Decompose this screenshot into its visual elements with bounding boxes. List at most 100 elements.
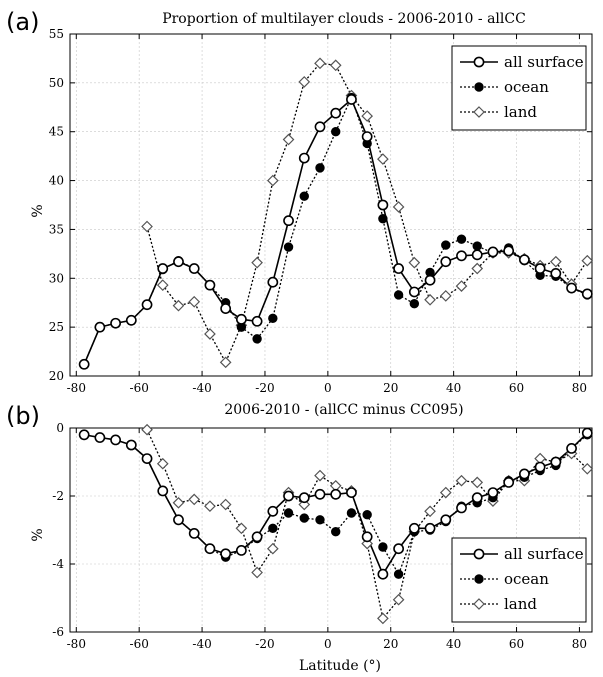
panel-b-series-ocean-point	[346, 508, 357, 518]
panel-b-series-ocean-point	[378, 542, 388, 552]
panel-b-series-all-surface-point	[173, 514, 184, 526]
panel-b-series-all-surface-point	[456, 502, 467, 514]
panel-a-series-land-point	[549, 255, 562, 268]
panel-b-series-ocean-point	[268, 523, 278, 533]
panel-a-series-land-line	[146, 62, 588, 364]
panel-a-x-tick-label: -60	[130, 381, 149, 395]
panel-b-y-tick-label: -4	[52, 557, 64, 571]
panel-a-series-land-point	[392, 201, 405, 213]
panel-a-series-all-surface-point	[157, 263, 169, 274]
panel-a-series-ocean-point	[283, 242, 294, 252]
panel-b-series-all-surface-point	[314, 488, 326, 500]
panel-b-series-ocean-point	[393, 569, 404, 579]
panel-a-series-all-surface-point	[456, 250, 467, 262]
panel-a-series-all-surface-point	[235, 313, 247, 325]
panel-b-series-land-point	[204, 500, 216, 513]
panel-b-y-tick-label: 0	[56, 421, 64, 435]
panel-a-series-all-surface-point	[204, 279, 216, 291]
panel-b-series-land-point	[266, 542, 279, 555]
panel-a-series-land-point	[156, 279, 169, 291]
panel-a-x-tick-label: -80	[67, 381, 86, 395]
panel-b-series-ocean-point	[315, 515, 325, 525]
panel-b-series-land-point	[424, 505, 436, 518]
panel-a-series-all-surface-point	[110, 317, 121, 329]
panel-b-series-all-surface-point	[204, 543, 216, 555]
panel-b-series-all-surface-point	[581, 427, 593, 439]
panel-b-x-tick-label: -80	[67, 637, 86, 651]
panel-a-series-all-surface-point	[330, 107, 342, 119]
panel-a-x-tick-label: 20	[383, 381, 398, 395]
panel-a-legend-label-land: land	[504, 103, 537, 121]
panel-b-series-all-surface-point	[125, 439, 137, 451]
panel-b-series-all-surface-point	[440, 514, 452, 526]
panel-a-series-land-point	[439, 290, 452, 302]
panel-b-series-ocean-point	[362, 510, 372, 520]
panel-b-series-all-surface-point	[157, 485, 169, 497]
panel-b-legend-label-ocean: ocean	[504, 570, 549, 588]
panel-b-x-tick-label: -60	[130, 637, 149, 651]
panel-a-series-ocean-point	[331, 127, 341, 137]
panel-a-series-land-point	[266, 174, 279, 187]
panel-b-series-land-point	[314, 469, 326, 482]
panel-a-series-land-point	[361, 110, 374, 122]
panel-a-series-all-surface-point	[141, 299, 153, 311]
panel-a-series-all-surface-point	[471, 249, 483, 261]
panel-a-series-all-surface-point	[220, 303, 232, 314]
panel-a-legend-label-all-surface: all surface	[504, 53, 584, 71]
panel-a-x-tick-label: -40	[192, 381, 211, 395]
panel-b-series-all-surface-point	[141, 453, 153, 464]
panel-a-series-ocean-point	[456, 234, 467, 244]
panel-a-legend-marker-land	[473, 106, 485, 118]
panel-a-series-all-surface-point	[566, 282, 577, 294]
panel-a-label: (a)	[6, 8, 39, 36]
panel-a-series-land-point	[314, 57, 326, 70]
panel-b-series-land-point	[581, 462, 594, 475]
panel-a-series-land-point	[408, 256, 421, 269]
panel-b-series-all-surface-point	[110, 434, 121, 446]
panel-b-series-all-surface-point	[534, 461, 546, 473]
panel-a-x-tick-label: 40	[446, 381, 461, 395]
panel-a-y-tick-label: 45	[49, 125, 64, 139]
panel-b-legend-marker-ocean	[474, 574, 484, 584]
panel-a-series-all-surface-point	[188, 263, 200, 274]
panel-b-legend-marker-land	[473, 598, 485, 610]
panel-a-series-ocean-line	[83, 95, 588, 365]
panel-b-series-all-surface-point	[298, 492, 310, 504]
panel-b-series-all-surface-point	[267, 505, 279, 517]
panel-b-series-all-surface-point	[188, 528, 200, 539]
panel-a-series-all-surface-point	[173, 256, 184, 268]
panel-a-ylabel: %	[30, 204, 46, 217]
panel-a-legend-marker-all-surface	[473, 56, 485, 68]
panel-b-series-all-surface-point	[251, 531, 263, 543]
panel-a-series-land-point	[455, 280, 468, 292]
panel-a-series-all-surface-point	[346, 94, 357, 105]
panel-b-series-all-surface-point	[346, 487, 357, 498]
panel-b-legend-label-all-surface: all surface	[504, 545, 584, 563]
panel-b-series-land-point	[188, 493, 201, 506]
panel-a-y-tick-label: 50	[49, 76, 64, 90]
panel-a-y-tick-label: 20	[49, 369, 64, 383]
panel-b-series-all-surface-point	[377, 568, 389, 580]
panel-a-series-ocean-point	[472, 241, 482, 251]
panel-b-label: (b)	[6, 402, 40, 430]
panel-b-series-all-surface-point	[220, 548, 232, 560]
panel-b-series-land-point	[251, 566, 263, 579]
panel-a-series-all-surface-point	[581, 288, 593, 300]
panel-a-legend-marker-ocean	[474, 82, 484, 92]
panel-a-series-ocean-point	[378, 213, 388, 224]
panel-b-x-tick-label: 80	[572, 637, 587, 651]
panel-a-y-tick-label: 30	[49, 271, 64, 285]
panel-a-series-land-point	[251, 256, 263, 269]
panel-a-series-ocean-point	[252, 334, 262, 344]
panel-a-series-all-surface-point	[534, 263, 546, 274]
panel-b-x-tick-label: 40	[446, 637, 461, 651]
panel-b-x-tick-label: 20	[383, 637, 398, 651]
panel-a-series-all-surface-point	[408, 286, 420, 298]
panel-b-x-tick-label: -40	[192, 637, 211, 651]
panel-a-series-all-surface-point	[361, 131, 373, 142]
panel-b-series-all-surface-point	[330, 488, 342, 500]
panel-b-series-land-point	[172, 496, 185, 509]
panel-b-series-all-surface-point	[78, 429, 90, 441]
panel-a-series-land-point	[204, 328, 216, 340]
